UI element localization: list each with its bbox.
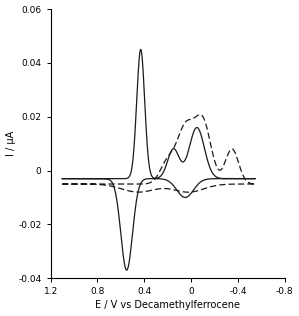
Y-axis label: I / μA: I / μA — [6, 131, 16, 156]
X-axis label: E / V vs Decamethylferrocene: E / V vs Decamethylferrocene — [95, 301, 240, 310]
